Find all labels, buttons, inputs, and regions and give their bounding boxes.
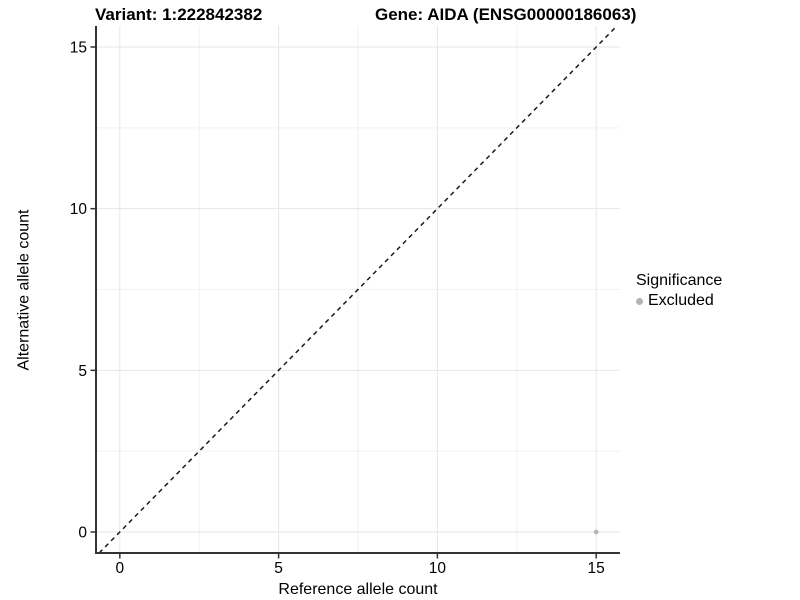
x-tick-label: 10 — [429, 560, 447, 577]
x-axis-title: Reference allele count — [278, 581, 438, 598]
legend-item-label: Excluded — [648, 292, 714, 309]
plot-title-variant: Variant: 1:222842382 — [95, 5, 263, 24]
y-axis-title: Alternative allele count — [15, 209, 33, 371]
y-tick-label: 0 — [78, 524, 87, 541]
x-tick-label: 0 — [116, 560, 125, 577]
x-tick-label: 5 — [274, 560, 283, 577]
legend-point-icon — [636, 297, 643, 305]
y-tick-label: 15 — [70, 40, 87, 57]
plot-title-gene: Gene: AIDA (ENSG00000186063) — [375, 5, 637, 24]
legend-item-excluded: Excluded — [636, 291, 722, 311]
y-tick-label: 5 — [78, 363, 87, 380]
data-point — [593, 529, 599, 535]
identity-line — [98, 25, 618, 554]
y-tick-label: 10 — [70, 201, 88, 218]
legend: Significance Excluded — [636, 271, 722, 311]
legend-title: Significance — [636, 272, 723, 289]
x-tick-label: 15 — [588, 560, 605, 577]
